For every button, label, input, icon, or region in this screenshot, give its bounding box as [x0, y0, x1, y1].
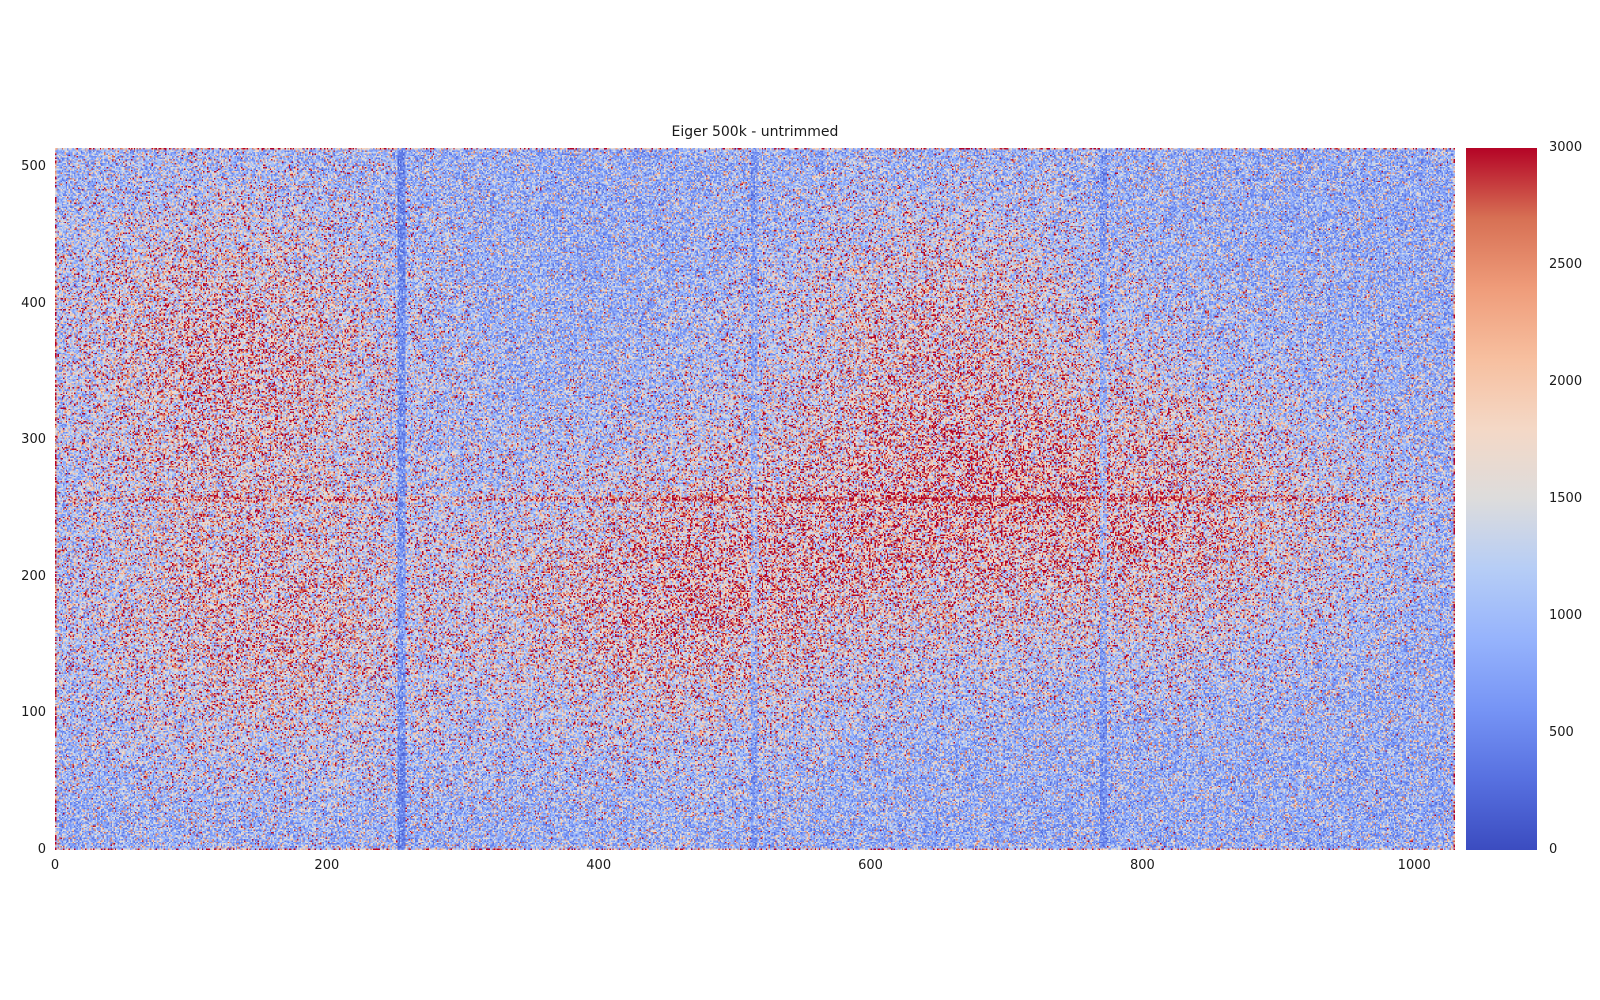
x-tick-label: 600 — [858, 858, 883, 873]
x-tick-label: 0 — [50, 858, 60, 873]
x-tick-label: 1000 — [1397, 858, 1431, 873]
y-tick-label: 400 — [21, 295, 46, 311]
colorbar-tick-label: 1500 — [1549, 491, 1583, 506]
colorbar-tick-label: 3000 — [1549, 140, 1583, 155]
colorbar-tick-label: 2000 — [1549, 374, 1583, 389]
y-tick-label: 0 — [37, 842, 46, 857]
colorbar-tick-label: 0 — [1549, 842, 1558, 857]
y-tick-label: 100 — [21, 705, 46, 721]
heatmap-image — [55, 148, 1455, 850]
colorbar — [1466, 148, 1537, 850]
x-tick-label: 400 — [586, 858, 612, 873]
colorbar-tick-label: 500 — [1549, 725, 1574, 740]
y-tick-label: 500 — [21, 159, 46, 175]
plot-title: Eiger 500k - untrimmed — [671, 124, 839, 140]
x-tick-label: 200 — [314, 858, 340, 873]
colorbar-tick-label: 2500 — [1549, 257, 1583, 272]
y-tick-label: 300 — [21, 432, 46, 448]
colorbar-tick-label: 1000 — [1549, 608, 1583, 623]
x-tick-label: 800 — [1129, 858, 1155, 873]
y-tick-label: 200 — [21, 568, 46, 584]
